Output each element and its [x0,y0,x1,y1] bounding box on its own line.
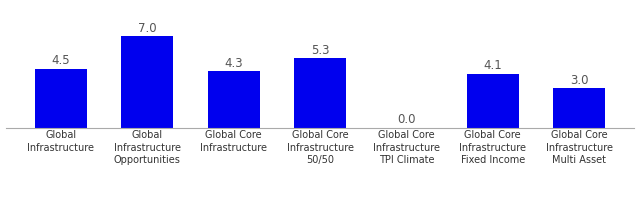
Bar [35,69,87,128]
Text: 7.0: 7.0 [138,22,157,35]
Text: 4.1: 4.1 [483,60,502,73]
Bar [467,74,518,128]
Bar [122,36,173,128]
Text: 4.3: 4.3 [224,57,243,70]
Bar [294,58,346,128]
Bar [553,88,605,128]
Text: 3.0: 3.0 [570,74,588,87]
Text: 4.5: 4.5 [51,54,70,67]
Text: 5.3: 5.3 [311,44,329,57]
Text: 0.0: 0.0 [397,113,415,126]
Bar [208,71,260,128]
